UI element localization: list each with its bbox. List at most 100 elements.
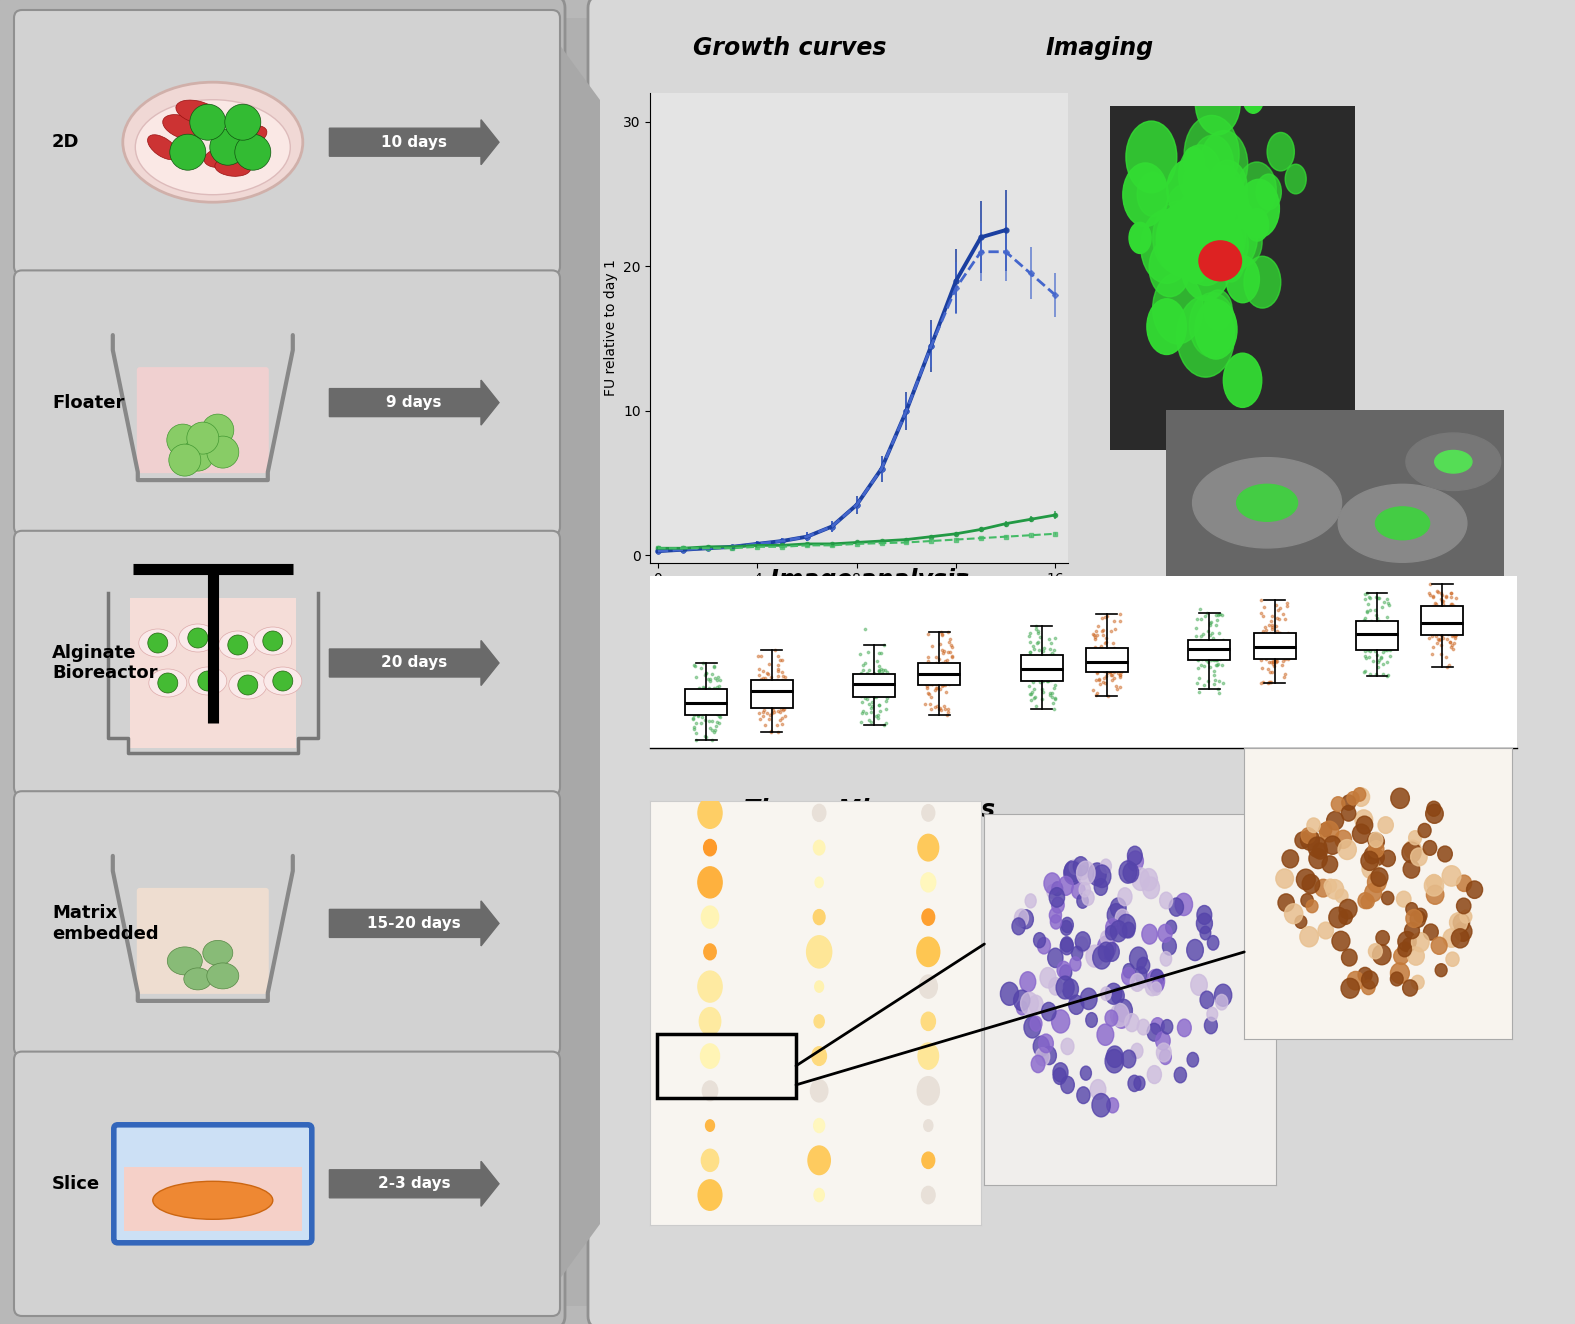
Point xyxy=(680,686,706,707)
Point xyxy=(687,678,712,699)
Point xyxy=(871,678,896,699)
Point xyxy=(913,670,939,691)
Circle shape xyxy=(1106,925,1117,940)
Point xyxy=(1430,624,1455,645)
Point xyxy=(1017,641,1043,662)
Point xyxy=(1429,643,1454,665)
Point xyxy=(680,704,706,726)
Point xyxy=(1378,620,1403,641)
Circle shape xyxy=(1326,812,1343,830)
Point xyxy=(1082,657,1107,678)
Point xyxy=(874,699,899,720)
Text: 2D: 2D xyxy=(52,134,79,151)
Point xyxy=(748,679,773,700)
Point xyxy=(1038,670,1063,691)
Point xyxy=(1276,638,1301,659)
Ellipse shape xyxy=(153,1181,272,1219)
Point xyxy=(936,663,961,685)
Point xyxy=(1372,618,1397,639)
Point xyxy=(876,674,901,695)
Circle shape xyxy=(1128,851,1143,871)
Circle shape xyxy=(1378,817,1394,833)
Point xyxy=(1359,613,1384,634)
Point xyxy=(1210,655,1235,677)
Circle shape xyxy=(1277,894,1295,912)
Point xyxy=(929,624,954,645)
Point xyxy=(1370,653,1395,674)
Point xyxy=(1035,651,1060,673)
Point xyxy=(1421,585,1446,606)
Circle shape xyxy=(814,1189,824,1202)
Point xyxy=(1104,649,1129,670)
Point xyxy=(747,675,772,696)
Circle shape xyxy=(1093,865,1110,887)
Text: 15-20 days: 15-20 days xyxy=(367,916,461,931)
Point xyxy=(704,703,729,724)
Point xyxy=(868,642,893,663)
Point xyxy=(1030,658,1055,679)
Point xyxy=(1266,608,1292,629)
Circle shape xyxy=(698,797,721,829)
Point xyxy=(1032,637,1057,658)
Point xyxy=(1084,653,1109,674)
Polygon shape xyxy=(329,641,499,686)
PathPatch shape xyxy=(854,674,895,698)
Point xyxy=(1043,628,1068,649)
PathPatch shape xyxy=(918,663,961,685)
Circle shape xyxy=(1307,818,1320,833)
Point xyxy=(1370,663,1395,685)
Circle shape xyxy=(813,805,825,821)
Point xyxy=(920,636,945,657)
Point xyxy=(769,707,794,728)
Circle shape xyxy=(1353,788,1366,801)
Circle shape xyxy=(1369,841,1384,858)
Point xyxy=(704,677,729,698)
Point xyxy=(684,730,709,751)
Point xyxy=(1265,650,1290,671)
Point xyxy=(1370,641,1395,662)
Point xyxy=(687,696,712,718)
FancyBboxPatch shape xyxy=(14,11,561,274)
Point xyxy=(857,681,882,702)
Point xyxy=(1351,630,1377,651)
Circle shape xyxy=(1339,839,1356,859)
Point xyxy=(1424,593,1449,614)
Point xyxy=(1269,604,1295,625)
Point xyxy=(1254,633,1279,654)
Circle shape xyxy=(1021,972,1036,992)
Point xyxy=(764,682,789,703)
Circle shape xyxy=(1043,1046,1057,1064)
Point xyxy=(1192,605,1217,626)
Circle shape xyxy=(1016,1001,1027,1016)
Point xyxy=(1257,651,1282,673)
Point xyxy=(1200,633,1225,654)
Point xyxy=(1440,626,1465,647)
PathPatch shape xyxy=(1356,621,1399,650)
Point xyxy=(751,702,776,723)
Point xyxy=(1377,626,1402,647)
Point xyxy=(1362,600,1388,621)
Point xyxy=(860,678,885,699)
Point xyxy=(925,658,950,679)
Circle shape xyxy=(1069,957,1080,970)
Circle shape xyxy=(1123,163,1169,226)
Point xyxy=(931,642,956,663)
Point xyxy=(866,669,891,690)
Point xyxy=(1271,666,1296,687)
Point xyxy=(1422,593,1447,614)
Point xyxy=(876,682,901,703)
Point xyxy=(1260,614,1285,636)
Point xyxy=(764,678,789,699)
Point xyxy=(1422,602,1447,624)
Point xyxy=(1249,673,1274,694)
Circle shape xyxy=(920,974,937,998)
Circle shape xyxy=(1125,1014,1139,1031)
Point xyxy=(747,703,772,724)
Circle shape xyxy=(1107,904,1125,927)
Point xyxy=(758,694,783,715)
Point xyxy=(707,695,732,716)
Circle shape xyxy=(263,632,284,651)
Point xyxy=(920,663,945,685)
Point xyxy=(751,682,776,703)
Circle shape xyxy=(1147,1066,1161,1083)
